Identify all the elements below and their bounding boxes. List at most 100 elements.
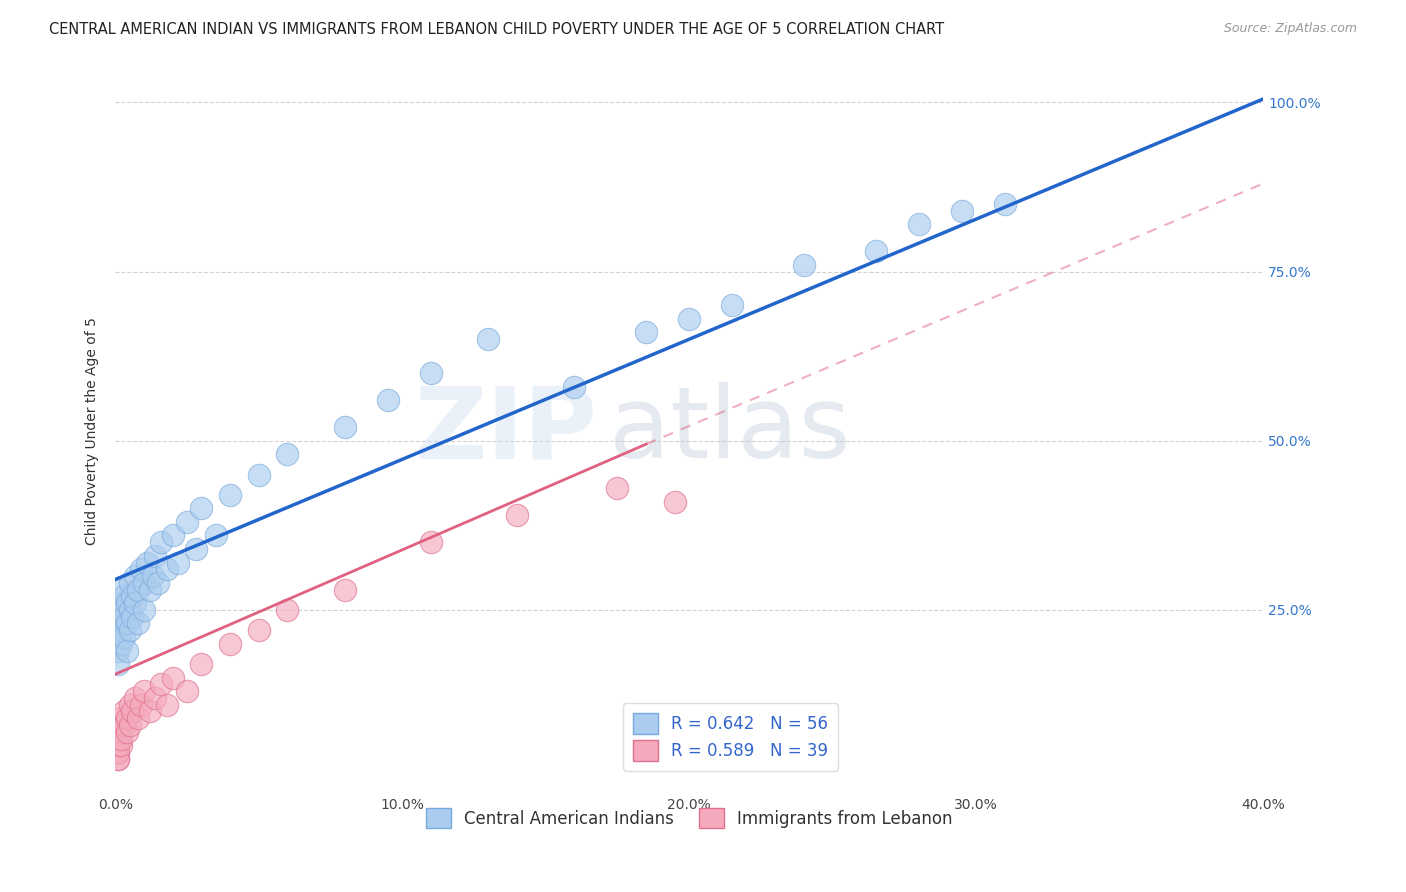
Point (132, 603, 155, 617)
Point (107, 745, 129, 759)
Point (107, 630, 129, 644)
Point (664, 494, 686, 508)
Point (118, 603, 141, 617)
Point (115, 711, 138, 725)
Point (636, 326, 658, 340)
Point (606, 481, 628, 495)
Point (110, 739, 132, 753)
Point (129, 562, 152, 576)
Text: ZIP: ZIP (415, 382, 598, 479)
Point (156, 562, 179, 576)
Point (138, 582, 160, 597)
Point (276, 447, 298, 461)
Point (112, 718, 135, 732)
Point (107, 731, 129, 746)
Point (377, 393, 399, 408)
Point (107, 745, 129, 759)
Point (333, 420, 356, 434)
Point (994, 197, 1017, 211)
Point (107, 657, 129, 671)
Point (121, 590, 143, 604)
Point (115, 724, 138, 739)
Legend: Central American Indians, Immigrants from Lebanon: Central American Indians, Immigrants fro… (419, 801, 959, 835)
Point (127, 582, 149, 597)
Text: atlas: atlas (609, 382, 851, 479)
Point (124, 596, 146, 610)
Point (150, 677, 173, 691)
Point (107, 752, 129, 766)
Point (112, 705, 135, 719)
Point (110, 603, 132, 617)
Point (124, 690, 146, 705)
Point (420, 366, 443, 380)
Point (115, 596, 138, 610)
Point (247, 624, 270, 638)
Point (135, 556, 157, 570)
Point (110, 624, 132, 638)
Y-axis label: Child Poverty Under the Age of 5: Child Poverty Under the Age of 5 (86, 317, 100, 544)
Point (167, 556, 190, 570)
Point (276, 603, 298, 617)
Point (132, 575, 155, 590)
Point (477, 332, 499, 346)
Point (112, 630, 135, 644)
Point (219, 637, 242, 651)
Point (150, 535, 173, 549)
Point (115, 616, 138, 631)
Point (107, 752, 129, 766)
Point (148, 575, 170, 590)
Point (176, 515, 198, 529)
Point (506, 508, 529, 523)
Point (162, 528, 184, 542)
Point (190, 501, 212, 516)
Point (156, 698, 179, 712)
Text: Source: ZipAtlas.com: Source: ZipAtlas.com (1223, 22, 1357, 36)
Point (184, 541, 207, 556)
Point (145, 690, 167, 705)
Point (247, 467, 270, 482)
Point (219, 488, 242, 502)
Text: CENTRAL AMERICAN INDIAN VS IMMIGRANTS FROM LEBANON CHILD POVERTY UNDER THE AGE O: CENTRAL AMERICAN INDIAN VS IMMIGRANTS FR… (49, 22, 945, 37)
Point (124, 569, 146, 583)
Point (190, 657, 212, 671)
Point (564, 379, 586, 393)
Point (132, 684, 155, 698)
Point (121, 609, 143, 624)
Point (678, 312, 700, 326)
Point (145, 549, 167, 563)
Point (793, 258, 815, 272)
Point (110, 582, 132, 597)
Point (110, 637, 132, 651)
Point (107, 643, 129, 657)
Point (204, 528, 226, 542)
Point (333, 582, 356, 597)
Point (138, 705, 160, 719)
Point (121, 705, 143, 719)
Point (118, 718, 141, 732)
Point (110, 724, 132, 739)
Point (107, 724, 129, 739)
Point (118, 698, 141, 712)
Point (162, 671, 184, 685)
Point (112, 590, 135, 604)
Point (118, 624, 141, 638)
Point (908, 217, 931, 231)
Point (115, 643, 138, 657)
Point (142, 569, 165, 583)
Point (129, 698, 152, 712)
Point (127, 711, 149, 725)
Point (176, 684, 198, 698)
Point (107, 616, 129, 631)
Point (865, 244, 887, 259)
Point (950, 203, 973, 218)
Point (127, 616, 149, 631)
Point (118, 575, 141, 590)
Point (110, 711, 132, 725)
Point (112, 609, 135, 624)
Point (107, 739, 129, 753)
Point (107, 718, 129, 732)
Point (721, 298, 744, 312)
Point (107, 596, 129, 610)
Point (420, 535, 443, 549)
Point (107, 739, 129, 753)
